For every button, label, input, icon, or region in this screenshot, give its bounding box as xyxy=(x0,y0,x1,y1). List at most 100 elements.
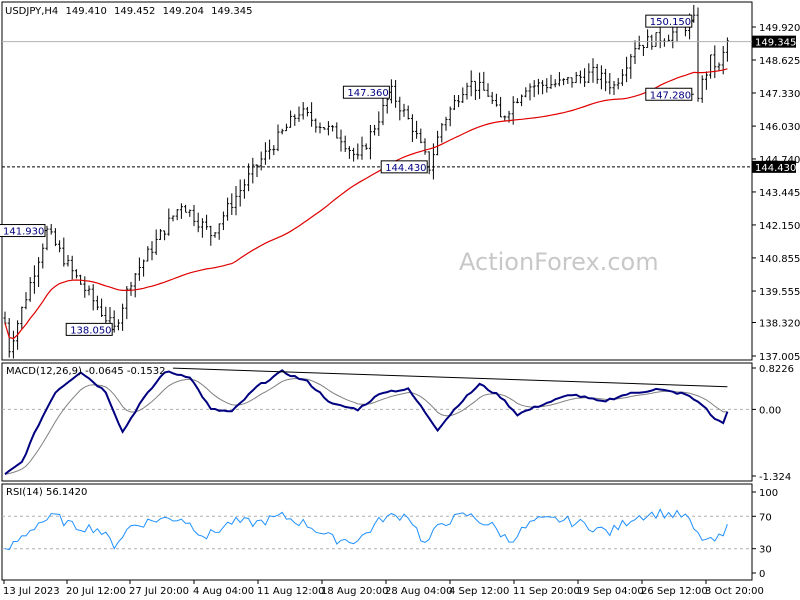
price-bar xyxy=(389,79,393,104)
moving-average-line xyxy=(4,68,728,340)
price-bar xyxy=(297,106,301,122)
price-bar xyxy=(465,82,469,100)
price-annotation: 150.150 xyxy=(645,14,694,28)
watermark: ActionForex.com xyxy=(459,248,659,276)
price-bar xyxy=(322,126,326,130)
rsi-layer xyxy=(4,508,728,551)
price-bar xyxy=(49,224,53,235)
price-bar xyxy=(171,215,175,222)
price-tick-label: 139.555 xyxy=(759,287,800,298)
price-bar xyxy=(95,295,99,311)
annotation-box xyxy=(0,224,46,238)
price-bar xyxy=(184,204,188,213)
price-bar xyxy=(587,63,591,84)
price-bar xyxy=(137,257,141,281)
price-bar xyxy=(452,94,456,111)
price-bar xyxy=(32,265,36,294)
time-tick-label: 4 Aug 04:00 xyxy=(193,586,254,597)
price-bar xyxy=(318,122,322,134)
price-bar xyxy=(133,273,137,298)
rsi-axis: 100 70 30 0 xyxy=(2,488,778,580)
current-price-label: 149.345 xyxy=(755,38,796,49)
price-tick-label: 146.030 xyxy=(759,122,800,133)
price-bar xyxy=(142,259,146,277)
price-bar xyxy=(242,179,246,199)
price-bar xyxy=(100,298,104,318)
price-bar xyxy=(650,34,654,50)
price-bar xyxy=(604,68,608,92)
price-bar xyxy=(654,32,658,47)
time-tick-label: 27 Jul 20:00 xyxy=(129,586,189,597)
price-bar xyxy=(116,319,120,331)
price-bar xyxy=(205,214,209,230)
price-bar xyxy=(524,87,528,98)
price-bar xyxy=(305,106,309,117)
price-bar xyxy=(473,80,477,100)
price-bar xyxy=(696,7,700,102)
price-bar xyxy=(419,128,423,144)
price-bar xyxy=(20,306,24,330)
price-bar xyxy=(259,151,263,171)
price-bar xyxy=(709,54,713,79)
price-bar xyxy=(536,78,540,95)
price-bar xyxy=(339,129,343,152)
price-bar xyxy=(188,209,192,217)
macd-title: MACD(12,26,9) -0.0645 -0.1532 xyxy=(6,366,166,377)
price-bar xyxy=(385,98,389,114)
price-bar xyxy=(192,204,196,227)
price-bar xyxy=(11,330,15,359)
price-tick-label: 140.855 xyxy=(759,254,800,265)
price-bar xyxy=(532,80,536,98)
price-bar xyxy=(545,78,549,93)
price-bar xyxy=(368,124,372,160)
ohlc-open: 149.410 xyxy=(65,6,106,17)
price-bar xyxy=(28,277,32,302)
price-bar xyxy=(276,124,280,152)
price-bar xyxy=(87,285,91,296)
price-bar xyxy=(469,70,473,97)
price-bar xyxy=(347,146,351,159)
price-bar xyxy=(528,83,532,101)
price-title: USDJPY,H4 xyxy=(5,6,58,17)
price-bar xyxy=(53,228,57,247)
price-bar xyxy=(692,4,696,23)
price-bar xyxy=(74,269,78,279)
annotation-label: 138.050 xyxy=(70,325,111,336)
price-bar xyxy=(486,83,490,97)
price-bar xyxy=(406,105,410,120)
price-bar xyxy=(230,193,234,216)
price-bar xyxy=(381,97,385,126)
time-tick-label: 26 Sep 12:00 xyxy=(641,586,708,597)
price-bar xyxy=(599,65,603,90)
price-bar xyxy=(284,123,288,132)
price-bar xyxy=(213,232,217,238)
price-tick-label: 148.625 xyxy=(759,56,800,67)
price-bar xyxy=(423,138,427,155)
price-bar xyxy=(562,78,566,86)
ohlc-low: 149.204 xyxy=(163,6,204,17)
price-bar xyxy=(578,70,582,84)
price-bar xyxy=(163,230,167,241)
price-bar xyxy=(478,72,482,99)
price-annotation: 141.930 xyxy=(0,224,47,238)
price-bar xyxy=(612,80,616,95)
price-bar xyxy=(410,114,414,142)
time-tick-label: 18 Aug 20:00 xyxy=(321,586,388,597)
price-bar xyxy=(436,130,440,156)
price-bar xyxy=(146,246,150,262)
price-bar xyxy=(310,102,314,127)
support-price-box xyxy=(752,160,796,173)
annotation-box xyxy=(380,160,428,174)
price-bar xyxy=(217,223,221,240)
price-bar xyxy=(125,286,129,320)
time-tick-label: 4 Sep 12:00 xyxy=(449,586,509,597)
price-bar xyxy=(167,208,171,236)
price-bar xyxy=(494,93,498,107)
price-bar xyxy=(641,44,645,57)
price-tick-label: 143.445 xyxy=(759,188,800,199)
rsi-panel xyxy=(1,483,753,581)
annotation-label: 147.280 xyxy=(650,90,691,101)
price-bar xyxy=(620,69,624,86)
price-bar xyxy=(238,179,242,207)
